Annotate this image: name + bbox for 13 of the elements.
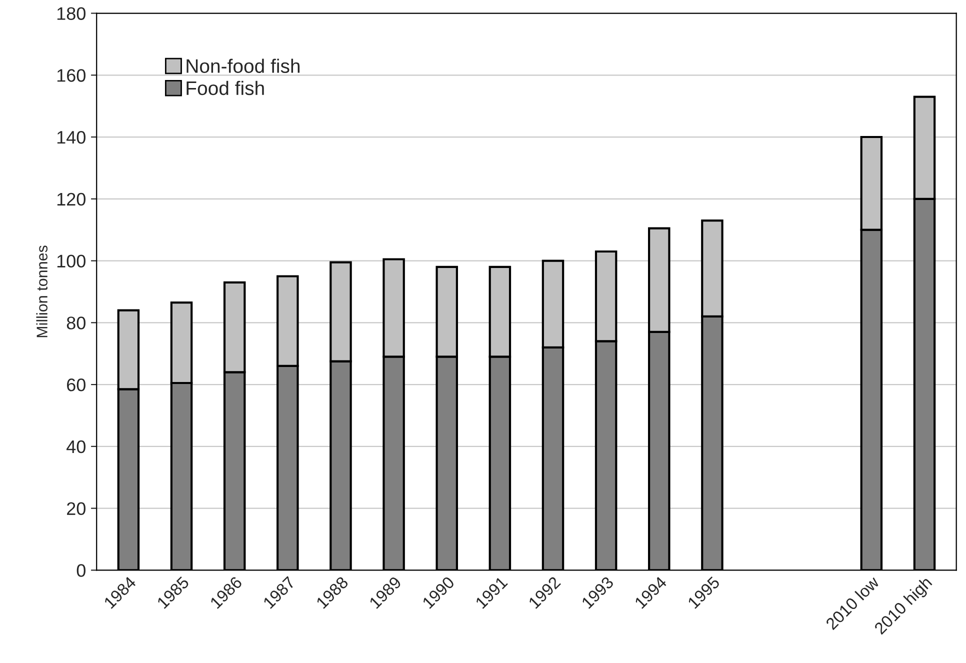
y-tick-label: 100 (57, 254, 86, 268)
legend-label: Food fish (186, 80, 264, 96)
y-tick-label: 160 (57, 69, 86, 82)
y-tick-label: 60 (67, 378, 86, 392)
y-tick-label: 40 (66, 440, 86, 454)
y-tick-label: 0 (76, 564, 86, 577)
legend-label: Non-food fish (186, 58, 300, 73)
y-tick-label: 140 (57, 130, 86, 144)
y-tick-label: 80 (66, 316, 86, 330)
y-tick-label: 180 (57, 7, 86, 20)
y-tick-label: 120 (57, 192, 86, 206)
y-axis-title: Million tonnes (36, 246, 48, 338)
y-tick-label: 20 (67, 502, 86, 516)
